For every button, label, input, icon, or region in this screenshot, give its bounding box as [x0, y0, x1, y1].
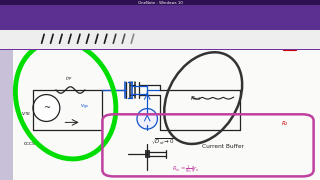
Text: $v_{gs}$: $v_{gs}$: [80, 102, 90, 112]
Text: $R_{in2}$: $R_{in2}$: [190, 94, 203, 103]
Bar: [0, 49, 320, 50]
Text: Current Buffer: Current Buffer: [202, 144, 244, 149]
Text: cccs: cccs: [24, 141, 36, 146]
Text: OneNote - Windows 10: OneNote - Windows 10: [138, 1, 182, 5]
Text: $R_o{\approx}1/g_m$: $R_o{\approx}1/g_m$: [195, 38, 221, 47]
Bar: [0, 5, 320, 30]
Text: $i_{TP}$: $i_{TP}$: [65, 74, 73, 83]
Text: $R_2$: $R_2$: [281, 119, 289, 128]
Text: ~: ~: [43, 103, 50, 112]
Text: $\sqrt{D_{st}\rightarrow 0}$: $\sqrt{D_{st}\rightarrow 0}$: [151, 137, 176, 147]
Text: $R_2$: $R_2$: [281, 29, 289, 38]
Ellipse shape: [33, 94, 60, 122]
Bar: [0, 30, 320, 49]
Text: $\delta_{ia}\rightarrow 0$: $\delta_{ia}\rightarrow 0$: [85, 38, 107, 47]
Text: $R_{in}=\frac{1}{g_m}\|r_o$: $R_{in}=\frac{1}{g_m}\|r_o$: [172, 164, 200, 176]
Text: $v_{TB}$: $v_{TB}$: [21, 110, 31, 118]
Ellipse shape: [137, 109, 157, 129]
Bar: [0, 0, 320, 5]
Bar: [0, 50, 12, 180]
Bar: [0, 50, 320, 180]
